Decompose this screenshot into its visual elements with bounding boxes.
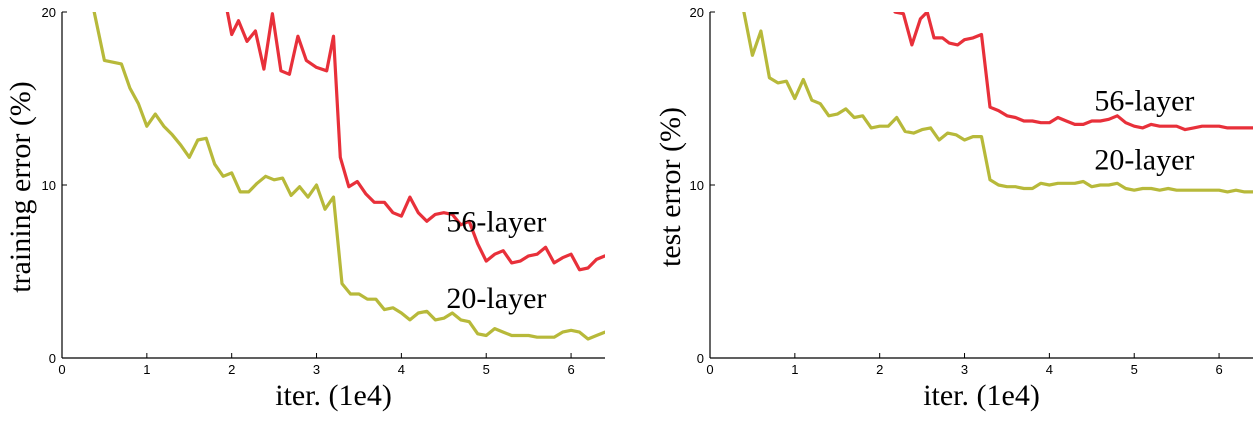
x-axis-title: iter. (1e4) <box>923 379 1040 412</box>
series-label-20-layer: 20-layer <box>1094 143 1194 176</box>
x-tick-label: 2 <box>228 362 235 377</box>
series-label-20-layer: 20-layer <box>446 282 546 315</box>
x-tick-label: 3 <box>313 362 320 377</box>
x-tick-label: 0 <box>706 362 713 377</box>
x-tick-label: 4 <box>1046 362 1053 377</box>
x-tick-label: 1 <box>143 362 150 377</box>
x-tick-label: 1 <box>791 362 798 377</box>
test-error-plot: 0 1 2 3 4 5 6 0 10 20 iter. (1e4) test error (%) 56-… <box>654 5 1253 412</box>
x-tick-label: 5 <box>483 362 490 377</box>
series-label-56-layer: 56-layer <box>1094 85 1194 118</box>
y-tick-label: 0 <box>49 351 56 366</box>
series-line-20-layer <box>92 12 605 341</box>
x-tick-label: 3 <box>961 362 968 377</box>
x-axis-title: iter. (1e4) <box>275 379 392 412</box>
y-tick-label: 0 <box>697 351 704 366</box>
series-line-56-layer <box>893 12 1253 132</box>
y-tick-label: 20 <box>42 5 56 20</box>
y-axis-title: test error (%) <box>654 107 687 267</box>
y-tick-label: 20 <box>690 5 704 20</box>
x-tick-label: 6 <box>1215 362 1222 377</box>
y-axis-title: training error (%) <box>4 81 37 293</box>
y-tick-label: 10 <box>690 178 704 193</box>
x-tick-label: 0 <box>58 362 65 377</box>
series-line-56-layer <box>225 12 605 272</box>
x-tick-label: 2 <box>876 362 883 377</box>
x-tick-label: 4 <box>398 362 405 377</box>
series-label-56-layer: 56-layer <box>446 206 546 239</box>
y-tick-label: 10 <box>42 178 56 193</box>
x-tick-label: 6 <box>567 362 574 377</box>
x-tick-label: 5 <box>1131 362 1138 377</box>
training-error-plot: 0 1 2 3 4 5 6 0 10 20 iter. (1e4) training error (%… <box>4 5 605 412</box>
series-line-20-layer <box>742 12 1253 194</box>
